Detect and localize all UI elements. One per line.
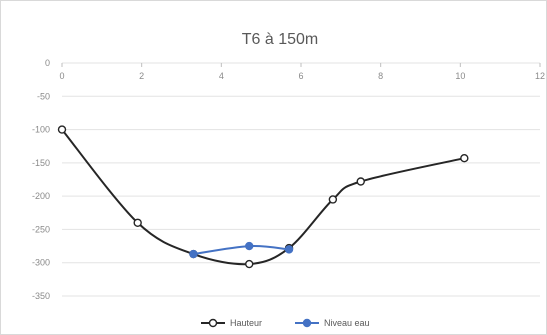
chart-title: T6 à 150m [242,31,318,48]
y-tick-label: -300 [32,258,50,268]
legend: Hauteur Niveau eau [201,318,370,328]
data-point [57,125,67,134]
legend-marker [208,318,218,328]
data-point [133,218,142,227]
gridlines [62,62,540,297]
x-tick-label: 6 [298,71,303,81]
data-point [189,249,198,259]
data-point [245,259,254,269]
data-point [328,195,338,204]
y-axis: 0 -50 -100 -150 -200 -250 -300 -350 [32,58,50,301]
x-axis: 0 2 4 6 8 10 12 [59,63,545,81]
legend-label: Niveau eau [324,318,370,328]
legend-marker [302,318,312,328]
series-group [57,125,469,269]
legend-label: Hauteur [230,318,262,328]
y-tick-label: -200 [32,191,50,201]
x-tick-label: 12 [535,71,545,81]
data-point [284,245,294,254]
y-tick-label: -50 [37,91,50,101]
y-tick-label: 0 [45,58,50,68]
y-tick-label: -100 [32,125,50,135]
data-point [460,153,469,163]
x-tick-label: 2 [139,71,144,81]
x-tick-label: 0 [59,71,64,81]
y-tick-label: -350 [32,291,50,301]
y-tick-label: -250 [32,224,50,234]
data-point [245,241,254,251]
y-tick-label: -150 [32,158,50,168]
x-tick-label: 8 [378,71,383,81]
x-tick-label: 10 [455,71,465,81]
x-tick-label: 4 [219,71,224,81]
data-point [356,177,365,186]
